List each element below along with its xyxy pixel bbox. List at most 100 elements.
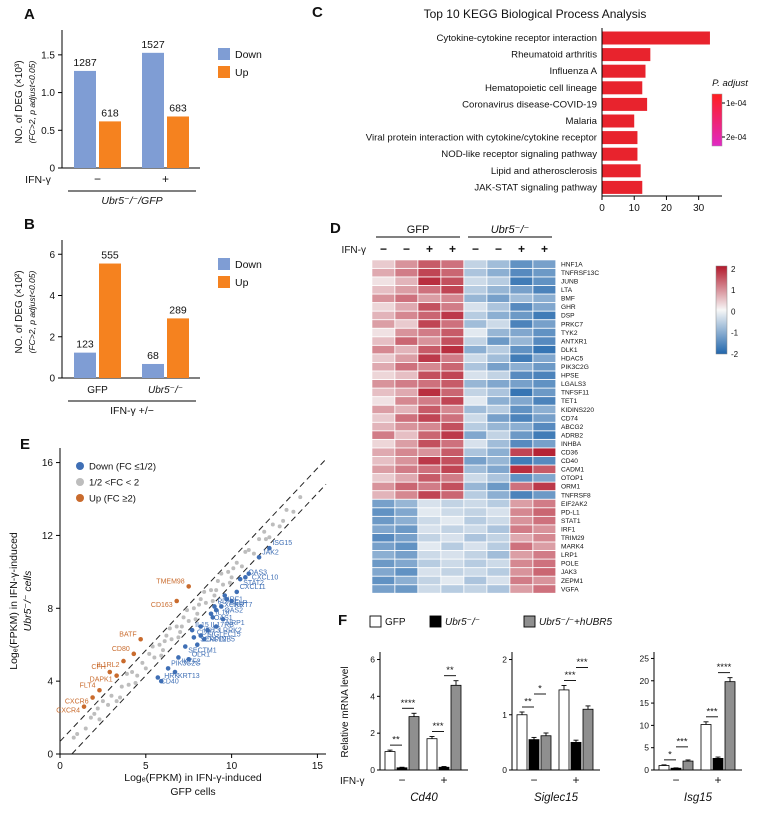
svg-text:IFN-γ: IFN-γ [342, 245, 366, 256]
svg-text:−: − [398, 773, 405, 787]
svg-text:Cytokine-cytokine receptor int: Cytokine-cytokine receptor interaction [436, 33, 597, 44]
svg-text:PIK3C2G: PIK3C2G [561, 364, 589, 371]
svg-text:HDAC5: HDAC5 [561, 355, 584, 362]
svg-text:0: 0 [370, 765, 375, 775]
panel-b: B 0 2 4 6 123 555 68 289 Down Up NO. of DEG (×10²)… [10, 216, 305, 430]
svg-text:5: 5 [143, 761, 149, 772]
kegg-pathway-bar-chart: Top 10 KEGG Biological Process Analysis C… [366, 7, 748, 214]
svg-text:−: − [380, 242, 387, 256]
svg-text:0: 0 [57, 761, 63, 772]
panel-label-c: C [312, 4, 323, 21]
svg-text:CXCL10: CXCL10 [252, 575, 279, 582]
svg-text:IL17RB: IL17RB [211, 622, 235, 629]
svg-text:Down (FC ≤1/2): Down (FC ≤1/2) [89, 462, 156, 473]
svg-text:Up: Up [235, 277, 249, 289]
svg-text:HNF1A: HNF1A [561, 261, 583, 268]
svg-text:ADRB2: ADRB2 [561, 432, 583, 439]
svg-text:Relative mRNA level: Relative mRNA level [340, 666, 351, 757]
svg-text:TRIM29: TRIM29 [561, 535, 585, 542]
svg-text:0: 0 [49, 374, 55, 385]
svg-text:GHR: GHR [561, 304, 576, 311]
svg-text:−: − [403, 242, 410, 256]
deg-count-bar-chart-ubr5-vs-gfp: 0 0.5 1.0 1.5 1287 618 1527 683 Down Up NO. of DEG… [14, 30, 262, 207]
svg-text:2: 2 [502, 655, 507, 665]
svg-text:PD-L1: PD-L1 [217, 598, 237, 605]
svg-text:ANTXR1: ANTXR1 [561, 338, 587, 345]
svg-text:LGALS3: LGALS3 [561, 381, 586, 388]
svg-text:*: * [538, 684, 542, 695]
svg-text:CADM1: CADM1 [561, 467, 584, 474]
svg-text:LRP1: LRP1 [561, 552, 578, 559]
panel-label-f: F [338, 612, 348, 629]
svg-text:1287: 1287 [73, 57, 97, 69]
svg-text:BMF: BMF [561, 296, 575, 303]
svg-text:(FC>2, p adjust<0.05): (FC>2, p adjust<0.05) [27, 60, 37, 143]
svg-text:Ubr5⁻/⁻+hUBR5: Ubr5⁻/⁻+hUBR5 [539, 617, 613, 628]
svg-text:1527: 1527 [141, 39, 165, 51]
svg-text:CXCR4: CXCR4 [56, 708, 80, 715]
svg-text:**: ** [446, 665, 454, 676]
svg-text:−: − [94, 172, 101, 186]
svg-text:4: 4 [47, 677, 53, 688]
svg-text:TNFRSF13C: TNFRSF13C [561, 270, 599, 277]
svg-text:PRKC7: PRKC7 [561, 321, 583, 328]
svg-text:25: 25 [640, 653, 650, 663]
svg-text:Logₑ(FPKM) in IFN-γ-induced: Logₑ(FPKM) in IFN-γ-induced [8, 532, 20, 670]
svg-text:TYK2: TYK2 [561, 330, 578, 337]
svg-text:GFP: GFP [87, 385, 108, 396]
svg-text:+: + [449, 242, 456, 256]
svg-text:+: + [518, 242, 525, 256]
svg-text:Isg15: Isg15 [684, 792, 713, 804]
svg-text:15: 15 [640, 698, 650, 708]
svg-text:VGFA: VGFA [561, 586, 579, 593]
svg-text:Viral protein interaction with: Viral protein interaction with cytokine/… [366, 133, 598, 144]
fpkm-scatter-plot: 0 5 10 15 0 4 8 12 16 Down (FC ≤1/2) 1/2 <FC < 2 Up… [8, 448, 327, 798]
svg-text:LRRK2: LRRK2 [219, 628, 242, 635]
svg-text:BATF: BATF [119, 631, 136, 638]
svg-text:***: *** [706, 706, 717, 717]
svg-text:6: 6 [370, 655, 375, 665]
svg-text:DAPK1: DAPK1 [90, 677, 113, 684]
svg-text:JAK3: JAK3 [561, 569, 577, 576]
svg-text:Down: Down [235, 259, 262, 271]
svg-text:STAT2: STAT2 [243, 580, 264, 587]
svg-text:2: 2 [370, 728, 375, 738]
svg-text:DLK1: DLK1 [561, 347, 578, 354]
svg-text:PIK3C2G: PIK3C2G [171, 660, 201, 667]
svg-text:6: 6 [49, 250, 55, 261]
svg-text:NOD-like receptor signaling pa: NOD-like receptor signaling pathway [441, 149, 597, 160]
svg-text:SERPINB5: SERPINB5 [200, 637, 235, 644]
svg-text:4: 4 [370, 691, 375, 701]
svg-text:−: − [530, 773, 537, 787]
svg-text:JAK2: JAK2 [262, 549, 279, 556]
svg-text:DSP: DSP [561, 313, 575, 320]
svg-text:***: *** [564, 670, 575, 681]
svg-text:-2: -2 [731, 350, 739, 359]
svg-text:Rheumatoid arthritis: Rheumatoid arthritis [511, 50, 597, 61]
svg-text:**: ** [392, 735, 400, 746]
svg-text:ZEPM1: ZEPM1 [561, 578, 583, 585]
svg-text:OLR1: OLR1 [192, 651, 210, 658]
svg-text:ISG15: ISG15 [272, 540, 292, 547]
svg-text:STAT1: STAT1 [561, 518, 581, 525]
svg-text:TMEM98: TMEM98 [156, 578, 185, 585]
svg-text:Ubr5⁻/⁻: Ubr5⁻/⁻ [491, 224, 530, 236]
svg-text:Logₑ(FPKM) in IFN-γ-induced: Logₑ(FPKM) in IFN-γ-induced [124, 772, 262, 784]
svg-text:FLT4: FLT4 [80, 682, 96, 689]
svg-text:−: − [672, 773, 679, 787]
svg-text:Down: Down [235, 49, 262, 61]
svg-text:***: *** [576, 657, 587, 668]
svg-text:CXCR3: CXCR3 [219, 602, 243, 609]
svg-text:683: 683 [169, 102, 187, 114]
svg-text:8: 8 [47, 604, 53, 615]
svg-text:IFN-γ: IFN-γ [25, 174, 51, 186]
svg-text:Cd40: Cd40 [410, 792, 438, 804]
svg-text:5: 5 [644, 743, 649, 753]
panel-label-a: A [24, 6, 35, 23]
svg-text:JUNB: JUNB [561, 279, 579, 286]
svg-text:Ubr5⁻/⁻ cells: Ubr5⁻/⁻ cells [22, 570, 34, 631]
svg-text:*: * [668, 749, 672, 760]
gene-expression-heatmap: GFP Ubr5⁻/⁻ IFN-γ − − + + − − + + HNF1A TNFRSF13C JUN… [342, 224, 739, 593]
svg-text:CD74: CD74 [561, 415, 578, 422]
svg-text:TET1: TET1 [561, 398, 577, 405]
